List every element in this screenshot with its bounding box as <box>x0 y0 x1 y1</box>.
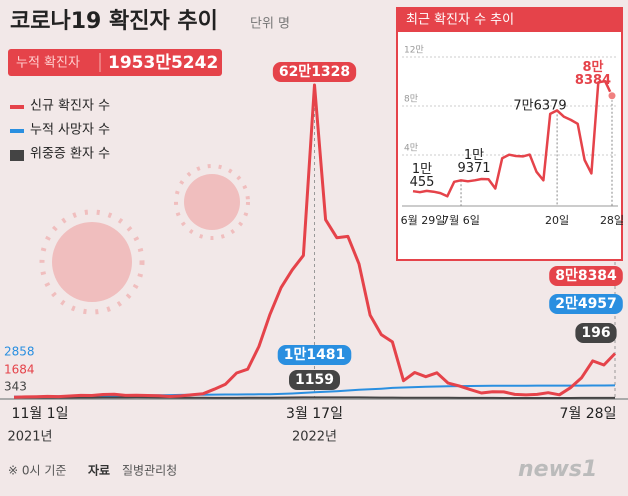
source-label: 자료 <box>88 463 110 478</box>
value-label-bg <box>549 266 623 286</box>
value-label: 7만6379 <box>513 98 567 114</box>
value-label: 2만4957 <box>555 296 617 312</box>
y-tick-label: 4만 <box>404 143 418 154</box>
end-dot <box>607 91 617 101</box>
source: 질병관리청 <box>122 464 177 478</box>
year-label: 2021년 <box>7 430 52 445</box>
value-label: 1만1481 <box>284 347 346 363</box>
legend-label: 신규 확진자 수 <box>30 99 110 114</box>
value-label: 8만8384 <box>574 60 612 88</box>
value-label-bg <box>575 323 617 343</box>
series-line <box>13 83 617 399</box>
value-label: 1159 <box>295 372 334 388</box>
title: 코로나19 확진자 추이 <box>10 9 218 34</box>
inset-header <box>397 8 622 32</box>
value-label: 343 <box>4 380 27 394</box>
virus-decoration <box>39 164 250 315</box>
value-label: 1만 455 <box>409 162 435 190</box>
total-label: 누적 확진자 <box>16 56 80 71</box>
unit: 단위 명 <box>250 17 290 32</box>
x-tick-label: 7월 28일 <box>560 406 617 422</box>
value-label: 2858 <box>4 345 35 359</box>
value-label: 1684 <box>4 363 35 377</box>
y-tick-label: 12만 <box>404 45 424 56</box>
x-tick-label: 7월 6일 <box>442 213 480 227</box>
inset-title: 최근 확진자 수 추이 <box>406 13 514 28</box>
series-line <box>14 396 615 399</box>
value-label-bg <box>277 345 352 365</box>
value-label: 8만8384 <box>555 268 617 284</box>
total-badge <box>8 49 222 76</box>
footer-note: ※ 0시 기준 <box>8 464 66 478</box>
x-tick-label: 11월 1일 <box>12 406 69 422</box>
legend-label: 위중증 환자 수 <box>30 147 110 162</box>
total-value: 1953만5242 <box>108 53 218 73</box>
legend-swatch <box>10 105 24 109</box>
year-label: 2022년 <box>292 430 337 445</box>
baseline <box>0 398 628 400</box>
value-label-bg <box>549 294 623 314</box>
logo: news1 <box>518 457 597 482</box>
value-label: 62만1328 <box>279 64 350 80</box>
legend-swatch <box>10 129 24 133</box>
inset-box <box>396 7 623 261</box>
y-tick-label: 8만 <box>404 94 418 105</box>
series-line <box>13 384 616 398</box>
value-label: 1만 9371 <box>457 148 491 176</box>
x-tick-label: 3월 17일 <box>286 406 343 422</box>
legend-swatch <box>10 150 24 161</box>
inset-line <box>412 79 614 198</box>
value-label: 196 <box>581 325 610 341</box>
value-label-bg <box>272 62 357 82</box>
legend-label: 누적 사망자 수 <box>30 123 110 138</box>
x-tick-label: 6월 29일 <box>401 213 446 227</box>
x-tick-label: 28일 <box>600 213 624 227</box>
x-tick-label: 20일 <box>545 213 569 227</box>
value-label-bg <box>289 370 340 390</box>
